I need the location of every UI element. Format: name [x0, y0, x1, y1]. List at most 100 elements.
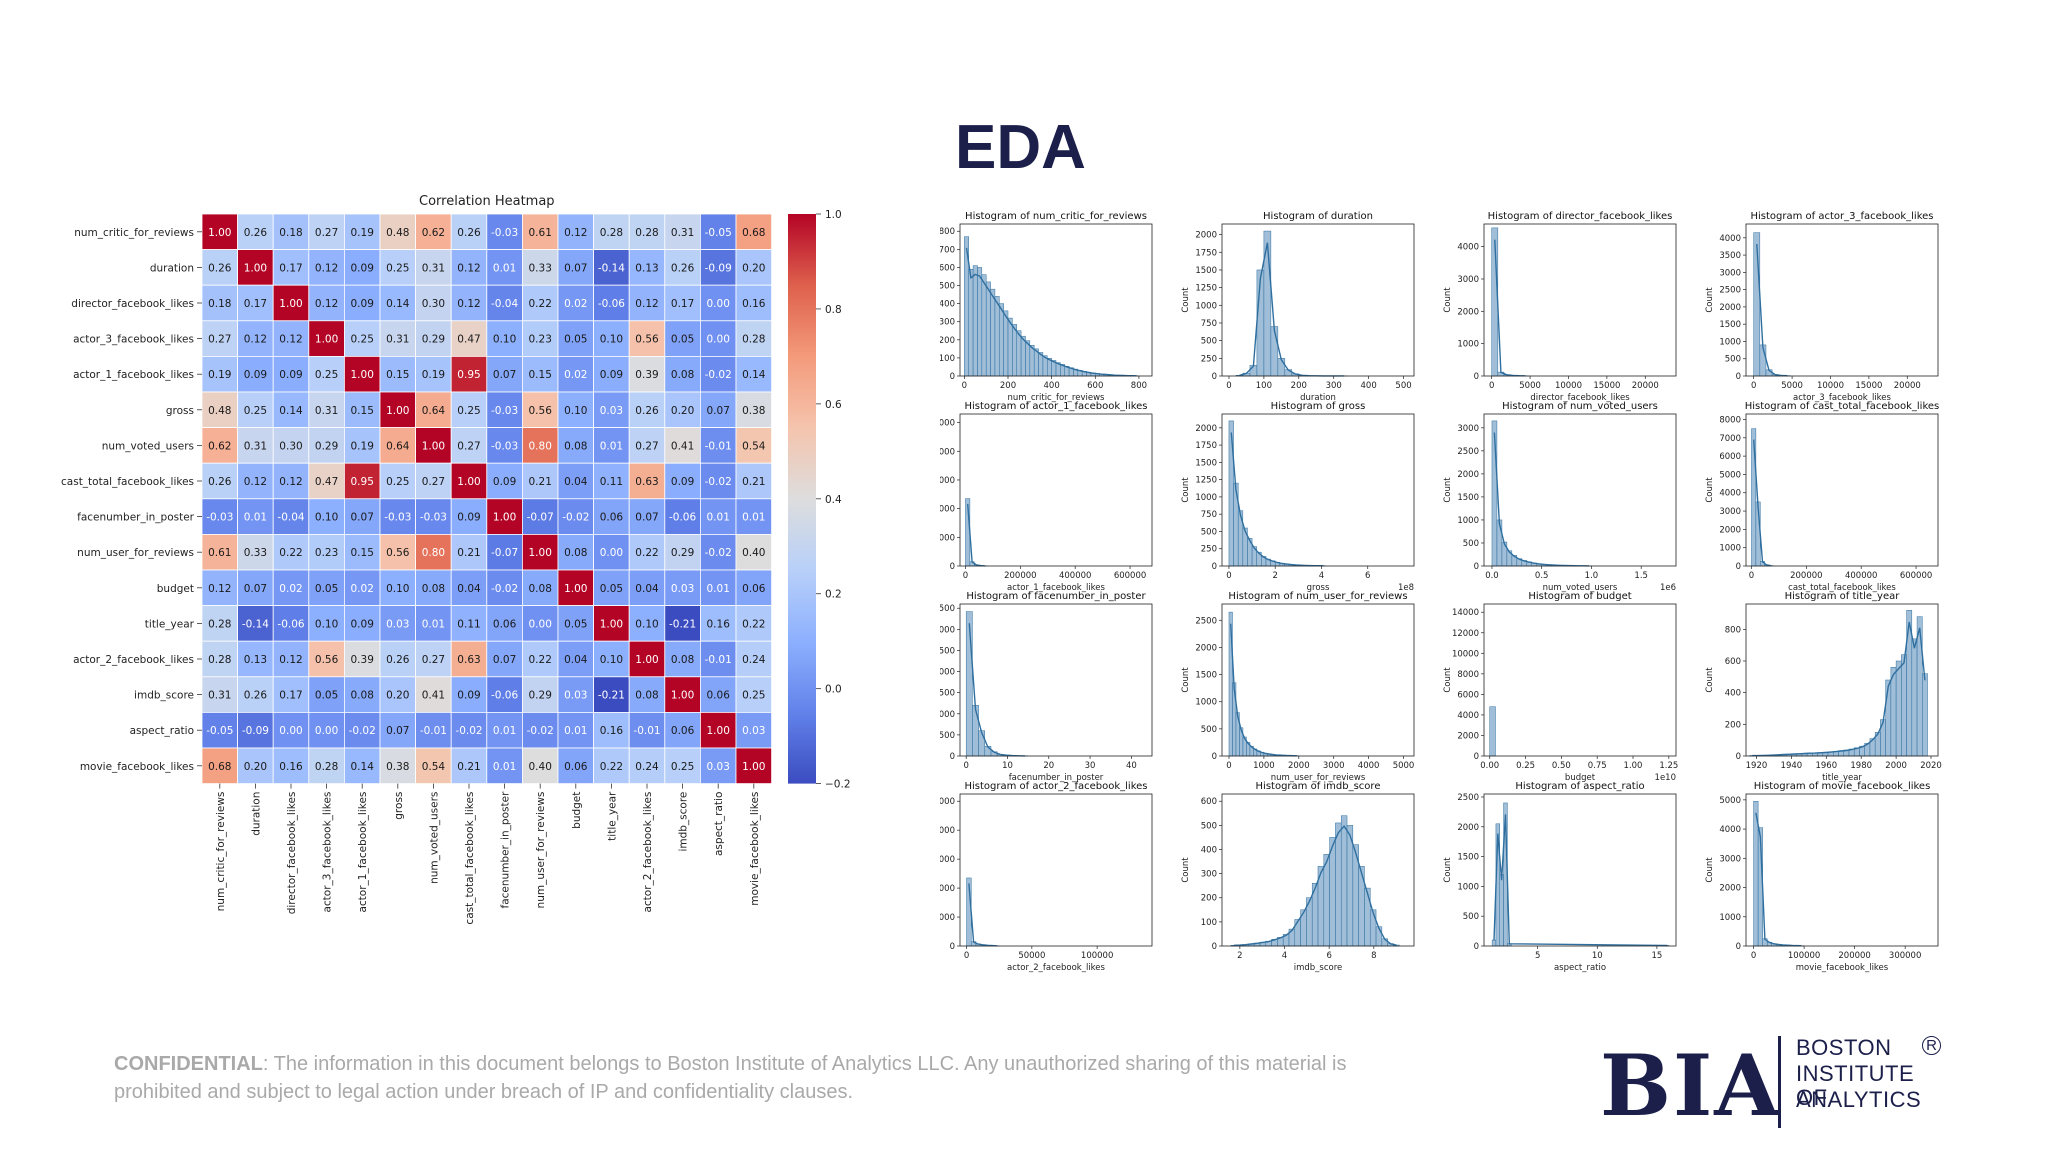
heatmap-cell: [486, 676, 523, 713]
heatmap-cell-label: 0.12: [564, 227, 587, 239]
histogram-frame: [1221, 223, 1415, 377]
heatmap-cell: [379, 213, 416, 250]
heatmap-cell: [308, 676, 345, 713]
heatmap-col-label: actor_1_facebook_likes: [357, 792, 369, 913]
heatmap-cell-label: 0.26: [208, 262, 232, 274]
heatmap-cell-label: 0.01: [493, 761, 516, 773]
heatmap-cell: [237, 213, 274, 250]
heatmap-row-label: movie_facebook_likes: [80, 761, 194, 773]
heatmap-cell-label: 0.10: [564, 405, 587, 417]
histogram-bar: [1335, 822, 1342, 947]
colorbar-tick-label: 0.4: [825, 494, 842, 506]
x-tick-label: 2020: [1920, 761, 1942, 771]
histogram-bar: [1499, 874, 1504, 947]
heatmap-cell-label: 0.21: [529, 476, 552, 488]
heatmap-row-label: budget: [157, 583, 194, 595]
heatmap-cell: [700, 605, 737, 642]
heatmap-cell: [272, 249, 310, 286]
y-tick-label: 0: [950, 372, 955, 382]
heatmap-cell: [450, 284, 488, 322]
heatmap-cell: [628, 320, 666, 357]
heatmap-cell-label: 0.12: [208, 583, 231, 595]
x-tick-label: 10: [1592, 951, 1603, 961]
footer-text: : The information in this document belon…: [114, 1053, 1347, 1103]
x-tick-label: 400000: [1059, 571, 1091, 581]
bia-logo: BIA BOSTON INSTITUTE OF ANALYTICS R: [1600, 1030, 1941, 1135]
heatmap-cell-label: 0.95: [457, 369, 480, 381]
y-tick-label: 1750: [1195, 441, 1217, 451]
heatmap-cell-label: 0.27: [422, 476, 445, 488]
heatmap-cell: [379, 355, 416, 393]
x-tick-label: 200000: [1838, 951, 1870, 961]
y-tick-label: 2000: [940, 668, 955, 678]
heatmap-cell-label: 0.09: [671, 476, 694, 488]
heatmap-cell-label: 1.00: [386, 405, 409, 417]
y-tick-label: 600: [940, 263, 955, 273]
x-tick-label: 2000: [1288, 761, 1310, 771]
logo-line-2: INSTITUTE OF: [1796, 1061, 1915, 1110]
histogram-bar: [1901, 654, 1907, 757]
x-tick-label: 400: [1044, 381, 1060, 391]
y-tick-label: 300: [1201, 870, 1217, 880]
heatmap-cell-label: 0.20: [244, 761, 267, 773]
histogram-title: Histogram of actor_3_facebook_likes: [1750, 211, 1933, 222]
heatmap-cell: [343, 320, 381, 357]
y-tick-label: 14000: [1452, 608, 1479, 618]
x-tick-label: 800: [1131, 381, 1147, 391]
y-tick-label: 3000: [1719, 507, 1741, 517]
heatmap-cell-label: 0.07: [493, 369, 516, 381]
histogram-title: Histogram of actor_2_facebook_likes: [964, 781, 1147, 792]
x-axis-label: facenumber_in_poster: [1009, 773, 1104, 783]
heatmap-cell-label: 0.22: [600, 761, 623, 773]
x-tick-label: 0.25: [1516, 761, 1535, 771]
heatmap-cell-label: 0.04: [457, 583, 481, 595]
y-tick-label: 2000: [1719, 525, 1741, 535]
histogram-frame: [1483, 603, 1677, 757]
heatmap-cell-label: 0.03: [600, 405, 623, 417]
kde-line: [1239, 242, 1345, 377]
x-multiplier: 1e10: [1655, 773, 1676, 783]
heatmap-cell-label: 0.27: [208, 334, 231, 346]
y-tick-label: 1500: [1457, 853, 1479, 863]
heatmap-cell-label: -0.07: [527, 512, 554, 524]
heatmap-cell-label: 0.11: [600, 476, 623, 488]
kde-line: [965, 247, 1137, 377]
logo-mark: BIA: [1600, 1036, 1782, 1135]
heatmap-cell-label: 0.11: [457, 618, 480, 630]
histogram-bar: [981, 274, 987, 377]
heatmap-col-label: actor_2_facebook_likes: [642, 792, 654, 913]
heatmap-cell-label: -0.04: [491, 298, 518, 310]
heatmap-cell: [700, 498, 737, 535]
y-tick-label: 1000: [1457, 516, 1479, 526]
y-tick-label: 250: [1201, 545, 1217, 555]
x-tick-label: 0: [963, 761, 968, 771]
heatmap-cell-label: 0.25: [386, 476, 409, 488]
x-tick-label: 200000: [1004, 571, 1036, 581]
heatmap-cell-label: 0.31: [208, 690, 231, 702]
heatmap-cell: [628, 533, 666, 571]
heatmap-cell: [557, 605, 594, 642]
heatmap-cell: [700, 284, 737, 322]
heatmap-col-label: facenumber_in_poster: [500, 791, 512, 909]
y-tick-label: 400: [1201, 845, 1217, 855]
y-tick-label: 500: [1201, 337, 1217, 347]
heatmap-cell: [308, 498, 345, 535]
heatmap-cell-label: 0.17: [279, 262, 302, 274]
heatmap-cell-label: 0.05: [564, 334, 587, 346]
x-axis-label: director_facebook_likes: [1530, 393, 1630, 403]
heatmap-cell-label: 0.06: [493, 618, 517, 630]
colorbar-tick-label: 0.0: [825, 684, 842, 696]
y-tick-label: 3000: [1457, 424, 1479, 434]
x-tick-label: 0.5: [1535, 571, 1549, 581]
heatmap-cell-label: 0.02: [564, 298, 587, 310]
heatmap-row-label: num_voted_users: [102, 440, 194, 452]
heatmap-cell-label: 0.05: [564, 618, 587, 630]
x-axis-label: num_voted_users: [1543, 583, 1618, 593]
heatmap-cell: [450, 320, 488, 357]
heatmap-cell-label: 0.08: [422, 583, 445, 595]
heatmap-cell: [593, 213, 630, 250]
heatmap-cell-label: 0.18: [279, 227, 302, 239]
colorbar: [788, 214, 816, 784]
heatmap-cell-label: 0.08: [564, 547, 587, 559]
y-tick-label: 750: [1201, 319, 1217, 329]
